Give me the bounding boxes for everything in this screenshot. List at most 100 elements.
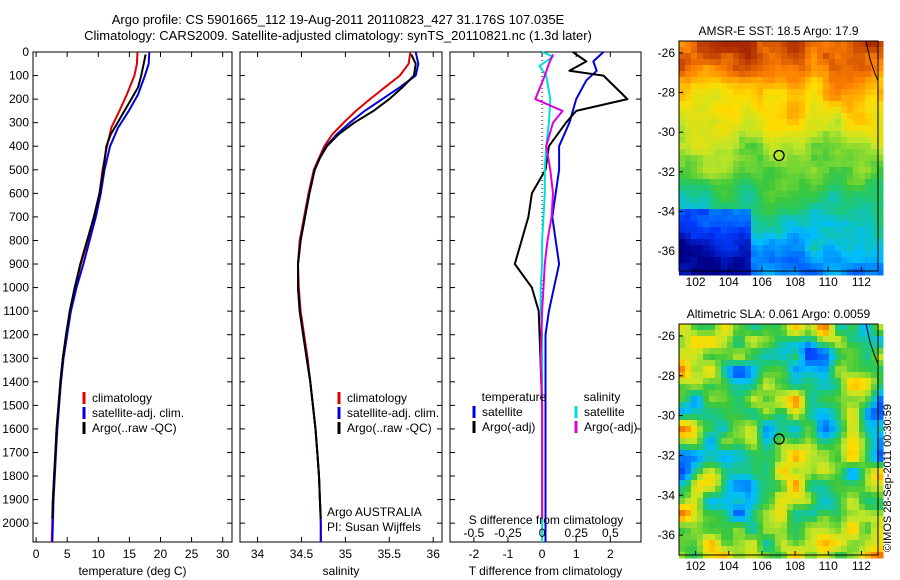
map-cell [721, 360, 728, 367]
map-cell [733, 486, 740, 493]
map-cell [811, 47, 818, 54]
map-cell [697, 161, 704, 168]
map-cell [871, 107, 878, 114]
map-cell [835, 155, 842, 162]
map-cell [841, 480, 848, 487]
map-cell [799, 534, 806, 541]
map-cell [817, 263, 824, 270]
map-cell [847, 191, 854, 198]
map-cell [703, 71, 710, 78]
map-cell [793, 179, 800, 186]
map-cell [871, 522, 878, 529]
map-cell [805, 330, 812, 337]
map-cell [775, 462, 782, 469]
map-cell [811, 263, 818, 270]
map-cell [721, 203, 728, 210]
map-cell [811, 354, 818, 361]
map-cell [739, 516, 746, 523]
map-cell [721, 498, 728, 505]
map-cell [751, 179, 758, 186]
map-cell [793, 390, 800, 397]
map-cell [769, 474, 776, 481]
map-cell [751, 420, 758, 427]
map-cell [751, 263, 758, 270]
y-tick-label: 200 [9, 92, 29, 106]
map-cell [805, 209, 812, 216]
map-cell [787, 456, 794, 463]
map-cell [691, 185, 698, 192]
map-cell [763, 89, 770, 96]
map-cell [751, 149, 758, 156]
map-cell [697, 540, 704, 547]
map-cell [817, 53, 824, 60]
map-cell [679, 408, 686, 415]
map-cell [811, 540, 818, 547]
legend-label: Argo(..raw -QC) [92, 421, 177, 435]
map-cell [829, 173, 836, 180]
map-cell [829, 462, 836, 469]
map-cell [775, 414, 782, 421]
map-cell [715, 390, 722, 397]
map-cell [829, 426, 836, 433]
map-cell [691, 119, 698, 126]
map-cell [841, 155, 848, 162]
map-cell [763, 257, 770, 264]
map-cell [679, 384, 686, 391]
map-cell [727, 65, 734, 72]
map-cell [805, 119, 812, 126]
map-cell [793, 492, 800, 499]
map-cell [841, 59, 848, 66]
map-cell [763, 137, 770, 144]
map-cell [733, 269, 740, 276]
map-cell [733, 77, 740, 84]
map-cell [703, 372, 710, 379]
map-cell [787, 486, 794, 493]
map-cell [703, 125, 710, 132]
map-cell [829, 161, 836, 168]
map-cell [835, 450, 842, 457]
map-cell [829, 191, 836, 198]
map-cell [733, 239, 740, 246]
map-cell [865, 342, 872, 349]
map-cell [781, 191, 788, 198]
map-cell [859, 257, 866, 264]
map-cell [787, 360, 794, 367]
map-cell [865, 71, 872, 78]
map-cell [877, 143, 884, 150]
map-cell [739, 251, 746, 258]
map-cell [811, 143, 818, 150]
map-cell [685, 468, 692, 475]
map-cell [805, 522, 812, 529]
map-cell [805, 492, 812, 499]
map-cell [739, 155, 746, 162]
map-cell [685, 354, 692, 361]
map-cell [805, 227, 812, 234]
map-cell [697, 366, 704, 373]
map-cell [811, 269, 818, 276]
map-cell [805, 534, 812, 541]
map-cell [745, 456, 752, 463]
map-cell [697, 59, 704, 66]
map-cell [727, 540, 734, 547]
map-cell [685, 239, 692, 246]
map-cell [775, 53, 782, 60]
map-cell [853, 221, 860, 228]
map-cell [679, 438, 686, 445]
map-cell [823, 71, 830, 78]
map-cell [853, 191, 860, 198]
map-cell [685, 390, 692, 397]
map-cell [871, 155, 878, 162]
map-cell [733, 468, 740, 475]
map-cell [721, 137, 728, 144]
map-cell [841, 444, 848, 451]
map-cell [751, 47, 758, 54]
map-cell [733, 47, 740, 54]
map-cell [787, 408, 794, 415]
x-tick-label: 110 [819, 559, 838, 573]
map-cell [703, 107, 710, 114]
map-cell [865, 53, 872, 60]
map-cell [829, 239, 836, 246]
map-cell [721, 516, 728, 523]
map-cell [691, 215, 698, 222]
map-cell [859, 41, 866, 48]
